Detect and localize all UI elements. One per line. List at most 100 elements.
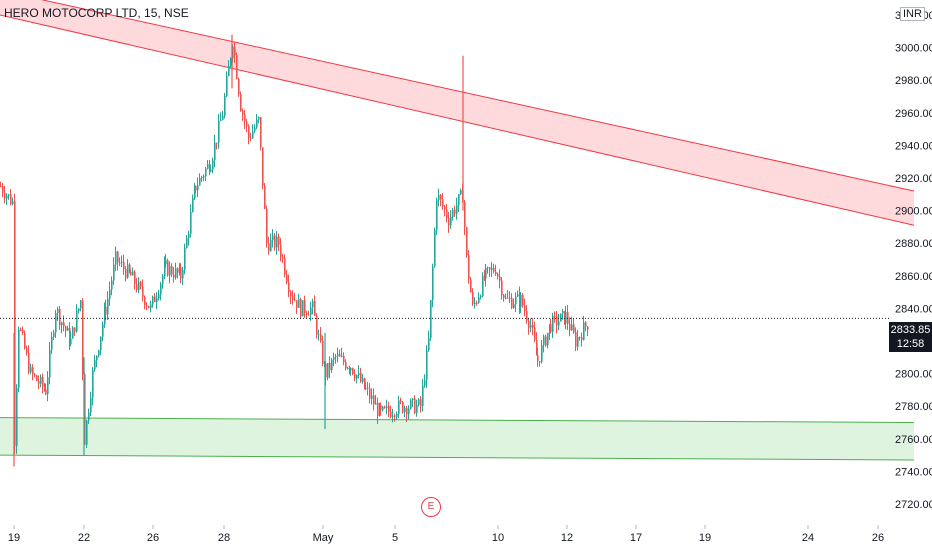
candle-body bbox=[28, 352, 30, 373]
candle-body bbox=[329, 363, 331, 371]
candle-body bbox=[345, 362, 347, 369]
candle-body bbox=[384, 406, 386, 408]
candle-body bbox=[258, 117, 260, 120]
candle-body bbox=[244, 114, 246, 122]
candle-body bbox=[24, 333, 26, 349]
candle-body bbox=[264, 185, 266, 209]
candle-body bbox=[577, 337, 579, 347]
candle-body bbox=[339, 354, 341, 357]
candle-body bbox=[364, 378, 366, 389]
y-tick-label: 2960.00 bbox=[895, 108, 932, 120]
candle-body bbox=[105, 306, 107, 315]
candle-body bbox=[547, 332, 549, 346]
candle-body bbox=[78, 308, 80, 312]
candle-body bbox=[371, 395, 373, 399]
candle-body bbox=[125, 269, 127, 278]
candle-body bbox=[354, 373, 356, 379]
candle-body bbox=[51, 336, 53, 350]
candle-body bbox=[12, 201, 14, 205]
candle-body bbox=[282, 256, 284, 259]
candle-body bbox=[210, 169, 212, 172]
candle-body bbox=[434, 229, 436, 267]
candle-body bbox=[396, 414, 398, 417]
candle-body bbox=[266, 208, 268, 244]
candle-body bbox=[230, 58, 232, 66]
candle-body bbox=[308, 314, 310, 316]
candle-body bbox=[456, 205, 458, 214]
candle-body bbox=[55, 313, 57, 333]
candle-body bbox=[134, 271, 136, 285]
support-zone-fill bbox=[0, 417, 914, 460]
candle-body bbox=[528, 320, 530, 328]
candle-body bbox=[197, 185, 199, 191]
candle-body bbox=[252, 131, 254, 138]
candle-body bbox=[121, 261, 123, 263]
candle-body bbox=[65, 326, 67, 331]
candle-body bbox=[552, 315, 554, 333]
y-tick-label: 2980.00 bbox=[895, 75, 932, 87]
candle-body bbox=[38, 380, 40, 384]
candle-body bbox=[146, 305, 148, 307]
candle-body bbox=[165, 260, 167, 265]
candle-body bbox=[192, 198, 194, 212]
candle-body bbox=[169, 266, 171, 276]
candle-body bbox=[144, 296, 146, 306]
x-tick-label: 22 bbox=[78, 532, 90, 544]
candle-body bbox=[49, 349, 51, 378]
candle-body bbox=[442, 199, 444, 207]
candle-body bbox=[513, 304, 515, 308]
candle-body bbox=[367, 387, 369, 389]
candle-body bbox=[316, 315, 318, 335]
candle-body bbox=[142, 286, 144, 297]
candle-body bbox=[402, 401, 404, 413]
candle-body bbox=[556, 315, 558, 326]
candle-body bbox=[392, 415, 394, 417]
candle-body bbox=[327, 363, 329, 378]
candle-body bbox=[94, 360, 96, 370]
candle-body bbox=[127, 264, 129, 278]
candle-body bbox=[530, 325, 532, 328]
candle-body bbox=[162, 275, 164, 284]
candle-body bbox=[268, 243, 270, 252]
candle-body bbox=[2, 186, 4, 194]
candle-body bbox=[111, 280, 113, 290]
candle-body bbox=[16, 387, 18, 447]
candle-body bbox=[458, 194, 460, 206]
candle-body bbox=[248, 126, 250, 138]
candle-body bbox=[0, 186, 2, 188]
candle-body bbox=[53, 332, 55, 337]
candle-body bbox=[201, 176, 203, 178]
candle-body bbox=[536, 340, 538, 356]
candle-body bbox=[362, 378, 364, 382]
candle-body bbox=[412, 398, 414, 401]
candle-body bbox=[410, 400, 412, 409]
candle-body bbox=[341, 355, 343, 357]
x-tick-label: 5 bbox=[392, 532, 398, 544]
candle-body bbox=[132, 271, 134, 276]
candle-body bbox=[270, 239, 272, 252]
candle-body bbox=[537, 355, 539, 362]
candle-body bbox=[212, 160, 214, 170]
candle-body bbox=[129, 264, 131, 272]
candle-body bbox=[96, 355, 98, 361]
candle-body bbox=[30, 367, 32, 373]
candle-body bbox=[448, 218, 450, 226]
candle-body bbox=[304, 300, 306, 313]
candle-body bbox=[352, 368, 354, 374]
currency-badge[interactable]: INR bbox=[900, 7, 925, 21]
candle-body bbox=[195, 185, 197, 191]
y-tick-label: 2720.00 bbox=[895, 499, 932, 511]
candle-body bbox=[59, 308, 61, 326]
last-price-value: 2833.85 bbox=[890, 324, 931, 336]
candle-body bbox=[177, 268, 179, 273]
resistance-zone-lower-line bbox=[0, 14, 915, 226]
earnings-marker[interactable]: E bbox=[421, 497, 441, 517]
candle-body bbox=[406, 407, 408, 415]
candle-body bbox=[160, 283, 162, 295]
y-tick-label: 2780.00 bbox=[895, 401, 932, 413]
x-tick-label: May bbox=[313, 532, 334, 544]
candle-body bbox=[583, 322, 585, 340]
candle-body bbox=[545, 336, 547, 346]
candle-body bbox=[224, 96, 226, 116]
